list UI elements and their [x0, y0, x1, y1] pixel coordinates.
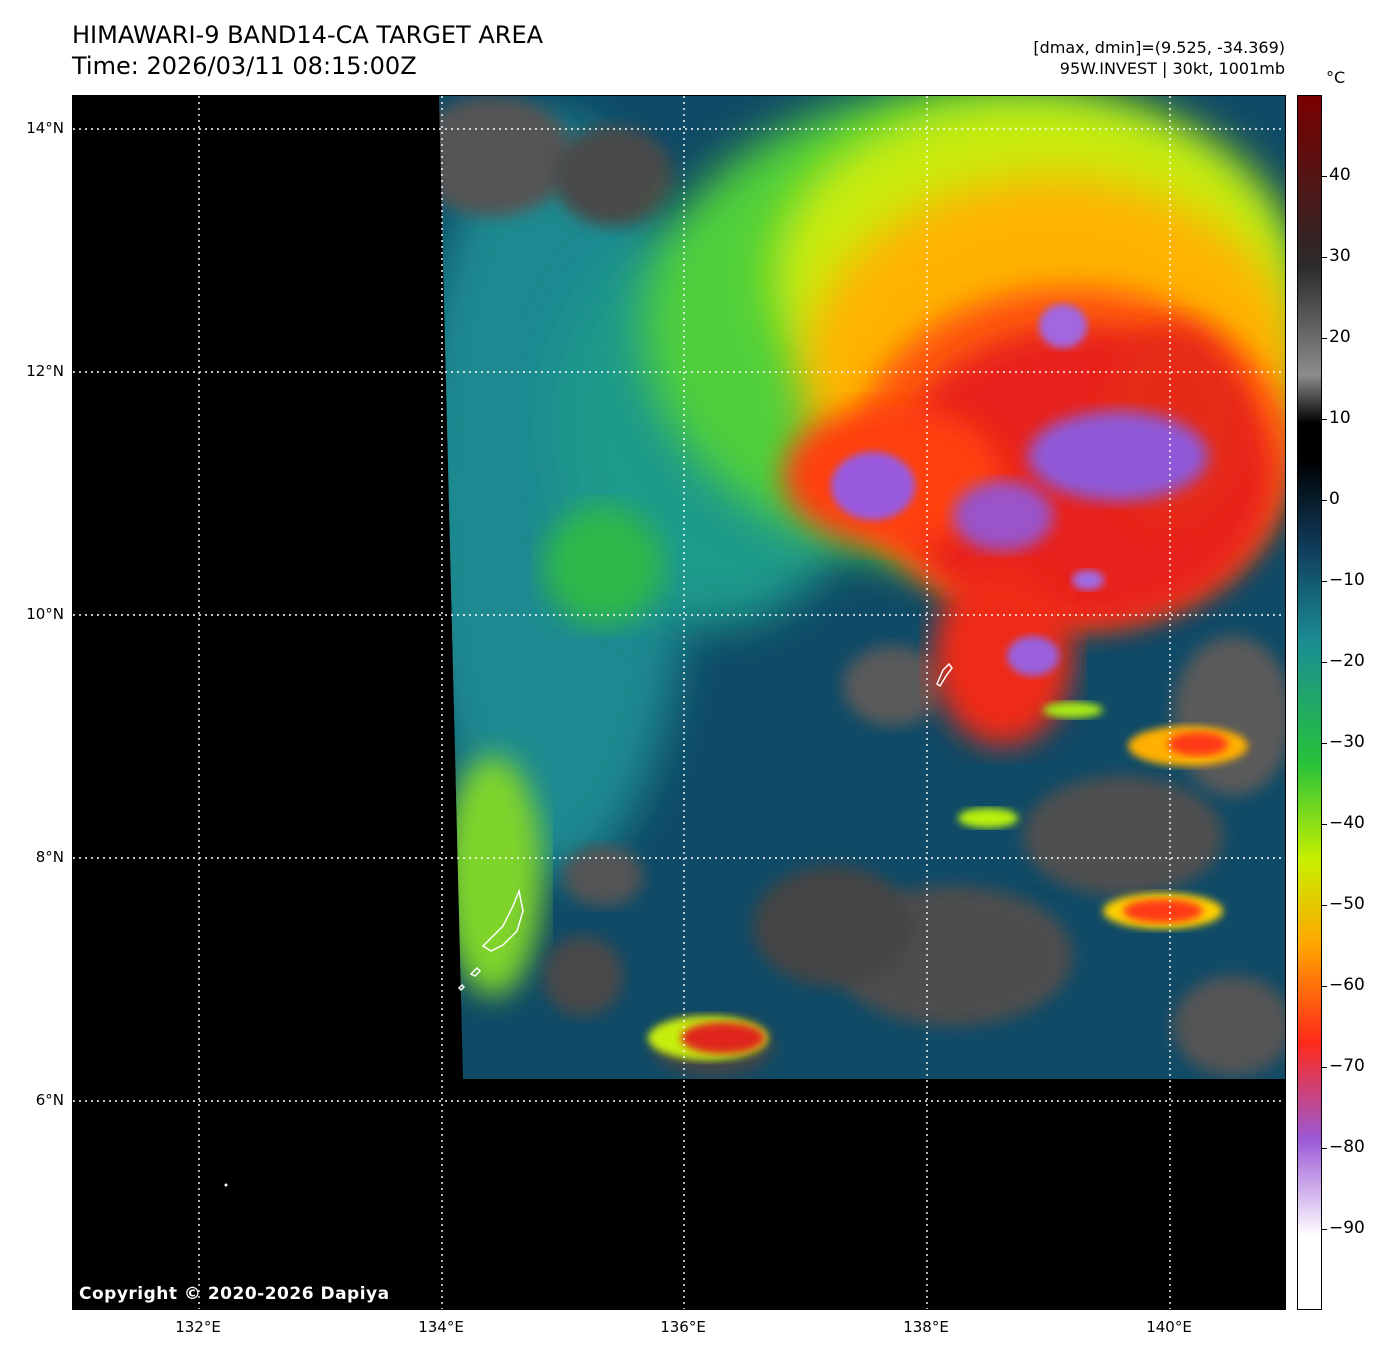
colorbar-tick-label: −50: [1329, 894, 1365, 914]
satellite-map: Copyright © 2020-2026 Dapiya: [72, 95, 1286, 1310]
colorbar-tick-mark: [1322, 581, 1327, 582]
map-title: HIMAWARI-9 BAND14-CA TARGET AREA: [72, 21, 544, 49]
dmax-dmin-readout: [dmax, dmin]=(9.525, -34.369): [1033, 38, 1285, 57]
colorbar-tick-mark: [1322, 1148, 1327, 1149]
colorbar-tick-label: 30: [1329, 246, 1351, 266]
colorbar-unit: °C: [1326, 68, 1346, 87]
lon-label-140e: 140°E: [1146, 1318, 1192, 1336]
colorbar-tick-label: −70: [1329, 1056, 1365, 1076]
colorbar-tick-mark: [1322, 176, 1327, 177]
colorbar-tick-mark: [1322, 905, 1327, 906]
lat-label-12n: 12°N: [26, 362, 64, 380]
graticule: [73, 96, 1285, 1309]
lon-label-136e: 136°E: [660, 1318, 706, 1336]
colorbar-tick-mark: [1322, 257, 1327, 258]
storm-info: 95W.INVEST | 30kt, 1001mb: [1059, 59, 1285, 78]
colorbar-tick-mark: [1322, 338, 1327, 339]
colorbar-tick-mark: [1322, 986, 1327, 987]
copyright-notice: Copyright © 2020-2026 Dapiya: [79, 1284, 390, 1304]
colorbar-tick-mark: [1322, 500, 1327, 501]
coastline-islet: [469, 966, 482, 977]
colorbar-tick-label: 20: [1329, 327, 1351, 347]
map-time: Time: 2026/03/11 08:15:00Z: [72, 52, 417, 80]
lon-label-132e: 132°E: [175, 1318, 221, 1336]
lat-label-10n: 10°N: [26, 605, 64, 623]
colorbar-tick-label: −30: [1329, 732, 1365, 752]
colorbar-tick-mark: [1322, 743, 1327, 744]
lon-label-138e: 138°E: [903, 1318, 949, 1336]
coastline-palau: [481, 888, 524, 952]
lat-label-8n: 8°N: [35, 848, 64, 866]
colorbar-tick-mark: [1322, 1067, 1327, 1068]
colorbar-tick-mark: [1322, 824, 1327, 825]
coastline-islet: [224, 1183, 228, 1187]
lat-label-14n: 14°N: [26, 119, 64, 137]
colorbar-tick-label: 0: [1329, 489, 1340, 509]
colorbar: [1297, 95, 1322, 1310]
coastline-islet: [457, 983, 466, 992]
colorbar-tick-label: 40: [1329, 165, 1351, 185]
colorbar-tick-mark: [1322, 1229, 1327, 1230]
colorbar-tick-mark: [1322, 419, 1327, 420]
colorbar-tick-label: −90: [1329, 1218, 1365, 1238]
lat-label-6n: 6°N: [35, 1091, 64, 1109]
coastline-island: [936, 662, 953, 688]
colorbar-tick-label: −10: [1329, 570, 1365, 590]
colorbar-tick-mark: [1322, 662, 1327, 663]
satellite-imagery: [73, 96, 1285, 1309]
lon-label-134e: 134°E: [418, 1318, 464, 1336]
colorbar-tick-label: −60: [1329, 975, 1365, 995]
colorbar-tick-label: −80: [1329, 1137, 1365, 1157]
colorbar-tick-label: −20: [1329, 651, 1365, 671]
colorbar-tick-label: 10: [1329, 408, 1351, 428]
colorbar-tick-label: −40: [1329, 813, 1365, 833]
